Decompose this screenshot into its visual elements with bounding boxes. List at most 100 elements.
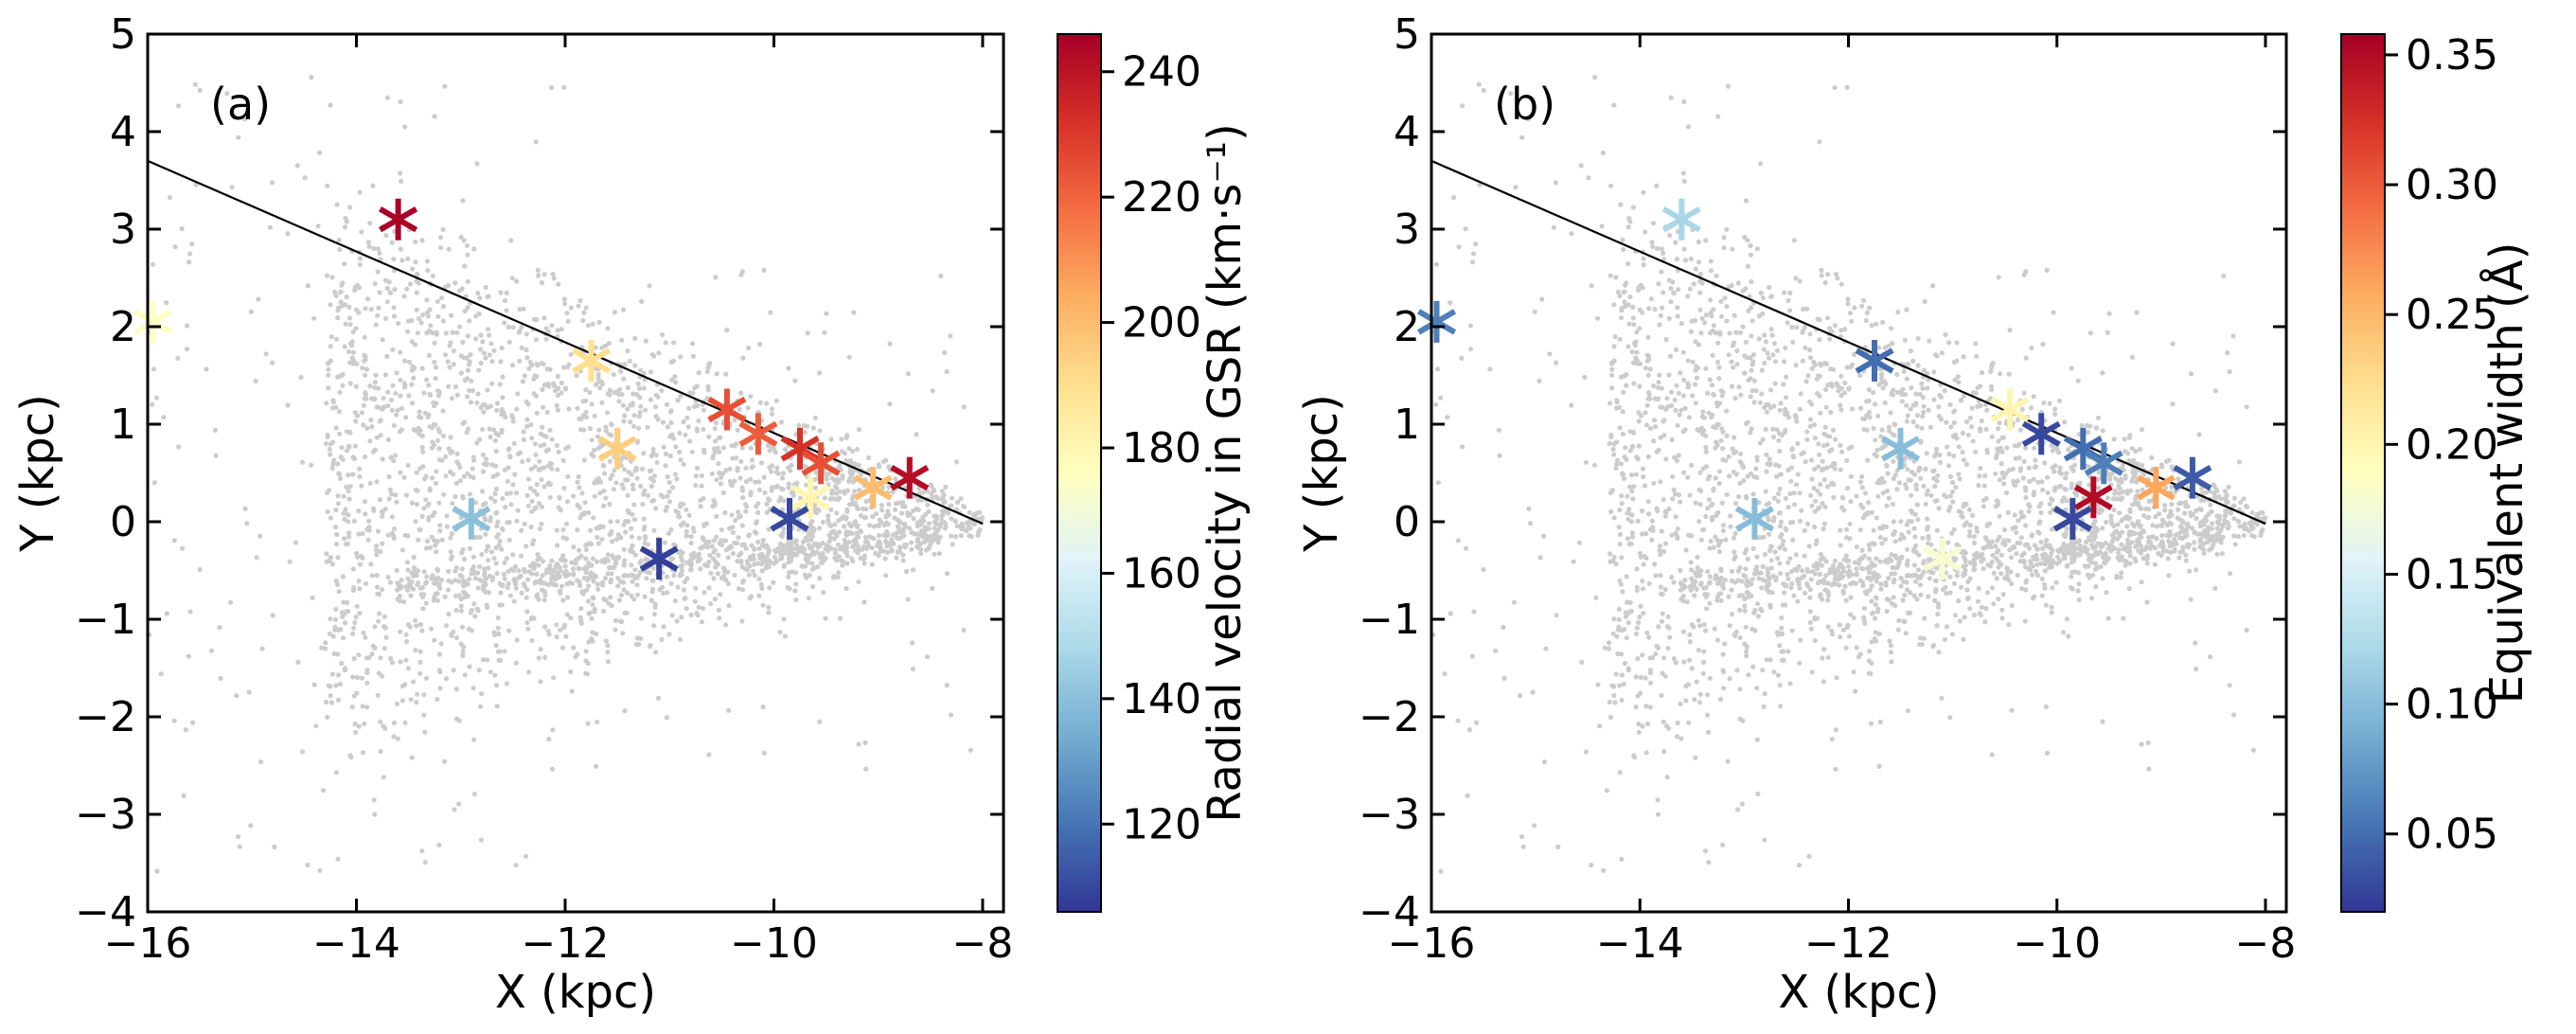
background-point bbox=[525, 503, 532, 508]
background-point bbox=[1967, 528, 1973, 535]
background-point bbox=[525, 626, 531, 632]
background-point bbox=[338, 475, 344, 481]
background-point bbox=[854, 446, 861, 453]
background-point bbox=[2225, 349, 2230, 356]
background-point bbox=[151, 366, 157, 372]
background-point bbox=[376, 670, 382, 676]
background-point bbox=[1790, 537, 1796, 544]
background-point bbox=[543, 448, 549, 454]
background-point bbox=[586, 509, 592, 515]
background-point bbox=[496, 543, 502, 548]
background-point bbox=[856, 462, 862, 469]
background-point bbox=[669, 377, 675, 383]
background-point bbox=[462, 308, 468, 314]
background-point bbox=[643, 407, 648, 413]
background-point bbox=[1547, 351, 1553, 357]
background-point bbox=[465, 367, 471, 373]
background-point bbox=[421, 569, 427, 575]
background-point bbox=[190, 720, 196, 725]
background-point bbox=[583, 415, 590, 420]
background-point bbox=[633, 641, 639, 648]
background-point bbox=[1805, 373, 1811, 379]
background-point bbox=[1701, 659, 1707, 666]
background-point bbox=[634, 391, 640, 398]
background-point bbox=[1767, 284, 1772, 291]
background-point bbox=[1869, 660, 1874, 667]
background-point bbox=[605, 650, 611, 655]
background-point bbox=[1770, 426, 1776, 432]
background-point bbox=[589, 615, 595, 621]
background-point bbox=[539, 521, 544, 526]
background-point bbox=[682, 579, 687, 585]
background-point bbox=[427, 544, 433, 550]
background-point bbox=[502, 467, 507, 472]
background-point bbox=[685, 424, 691, 430]
background-point bbox=[2032, 445, 2037, 451]
background-point bbox=[465, 252, 471, 258]
background-point bbox=[2028, 405, 2034, 411]
background-point bbox=[720, 471, 726, 476]
background-point bbox=[420, 606, 426, 612]
background-point bbox=[423, 600, 429, 606]
background-point bbox=[342, 620, 348, 626]
background-point bbox=[737, 406, 742, 412]
background-point bbox=[1636, 729, 1642, 736]
background-point bbox=[1708, 258, 1714, 264]
background-point bbox=[369, 424, 375, 430]
background-point bbox=[907, 526, 913, 531]
background-point bbox=[680, 521, 685, 526]
background-point bbox=[562, 563, 568, 569]
background-point bbox=[1666, 625, 1672, 631]
background-point bbox=[468, 352, 473, 358]
background-point bbox=[2007, 327, 2013, 333]
background-point bbox=[376, 385, 382, 391]
background-point bbox=[788, 548, 793, 554]
background-point bbox=[2146, 514, 2152, 521]
background-point bbox=[1936, 506, 1942, 511]
background-point bbox=[613, 627, 618, 633]
background-point bbox=[555, 543, 560, 548]
background-point bbox=[1942, 388, 1947, 394]
background-point bbox=[805, 330, 810, 336]
background-point bbox=[1922, 615, 1928, 621]
background-point bbox=[451, 668, 456, 673]
background-point bbox=[272, 844, 277, 850]
background-point bbox=[1953, 485, 1959, 490]
background-point bbox=[920, 518, 927, 524]
background-point bbox=[667, 409, 674, 415]
background-point bbox=[519, 590, 524, 597]
background-point bbox=[702, 590, 707, 596]
background-point bbox=[1635, 287, 1642, 294]
background-point bbox=[179, 226, 185, 232]
background-point bbox=[715, 571, 721, 577]
background-point bbox=[1730, 246, 1735, 252]
background-point bbox=[1789, 324, 1795, 330]
background-point bbox=[430, 424, 435, 431]
background-point bbox=[345, 541, 350, 547]
background-point bbox=[613, 537, 620, 543]
background-point bbox=[1866, 387, 1872, 393]
colorbar-tick-label: 120 bbox=[1122, 800, 1201, 848]
background-point bbox=[1794, 325, 1800, 330]
background-point bbox=[2031, 394, 2036, 400]
background-point bbox=[447, 365, 453, 370]
background-point bbox=[566, 362, 572, 367]
background-point bbox=[544, 366, 550, 372]
background-point bbox=[172, 244, 178, 250]
background-point bbox=[816, 526, 823, 531]
background-point bbox=[2244, 503, 2249, 509]
background-point bbox=[615, 575, 621, 581]
background-point bbox=[517, 358, 523, 364]
background-point bbox=[618, 368, 624, 374]
background-point bbox=[1984, 450, 1990, 455]
background-point bbox=[1756, 576, 1762, 581]
background-point bbox=[850, 559, 856, 564]
background-point bbox=[510, 419, 516, 424]
background-point bbox=[446, 568, 452, 575]
background-point bbox=[551, 675, 557, 681]
background-point bbox=[484, 462, 489, 468]
background-point bbox=[554, 634, 560, 640]
background-point bbox=[399, 577, 404, 583]
background-point bbox=[475, 585, 481, 591]
background-point bbox=[1828, 366, 1834, 372]
